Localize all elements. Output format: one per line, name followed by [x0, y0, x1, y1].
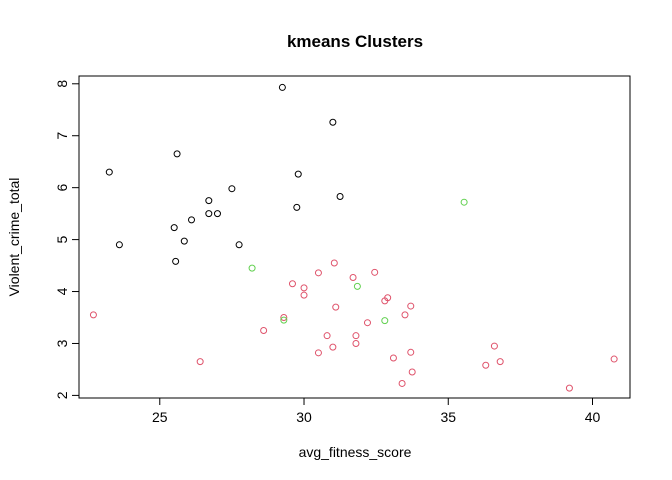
data-points	[89, 83, 618, 392]
data-point-cluster-2	[300, 284, 308, 292]
data-point-cluster-2	[260, 326, 268, 334]
data-point-cluster-1	[235, 241, 243, 249]
y-tick-label: 5	[54, 235, 70, 243]
data-point-cluster-3	[280, 316, 288, 324]
data-point-cluster-2	[407, 302, 415, 310]
data-point-cluster-2	[330, 259, 338, 267]
data-point-cluster-2	[300, 291, 308, 299]
data-point-cluster-1	[188, 216, 196, 224]
plot-box	[78, 75, 631, 399]
data-point-cluster-1	[205, 197, 213, 205]
y-tick-label: 8	[54, 80, 70, 88]
data-point-cluster-1	[278, 83, 286, 91]
data-point-cluster-2	[349, 274, 357, 282]
data-point-cluster-2	[89, 311, 97, 319]
data-point-cluster-1	[180, 237, 188, 245]
data-point-cluster-2	[314, 349, 322, 357]
data-point-cluster-2	[565, 384, 573, 392]
y-tick-label: 6	[54, 184, 70, 192]
data-point-cluster-2	[407, 348, 415, 356]
data-point-cluster-1	[205, 210, 213, 218]
data-point-cluster-2	[401, 311, 409, 319]
data-point-cluster-2	[482, 361, 490, 369]
x-axis-title: avg_fitness_score	[299, 444, 412, 460]
data-point-cluster-2	[490, 342, 498, 350]
data-point-cluster-2	[371, 268, 379, 276]
data-point-cluster-3	[353, 282, 361, 290]
y-tick-label: 3	[54, 339, 70, 347]
data-point-cluster-1	[173, 150, 181, 158]
data-point-cluster-2	[398, 379, 406, 387]
y-tick-label: 2	[54, 391, 70, 399]
data-point-cluster-1	[294, 170, 302, 178]
data-point-cluster-2	[288, 280, 296, 288]
data-point-cluster-1	[336, 192, 344, 200]
data-point-cluster-2	[384, 294, 392, 302]
data-point-cluster-2	[332, 303, 340, 311]
x-tick-label: 35	[440, 409, 456, 425]
data-point-cluster-2	[352, 339, 360, 347]
data-point-cluster-2	[610, 355, 618, 363]
data-point-cluster-1	[115, 241, 123, 249]
data-point-cluster-1	[172, 257, 180, 265]
data-point-cluster-2	[496, 358, 504, 366]
data-point-cluster-2	[196, 358, 204, 366]
x-tick-label: 40	[585, 409, 601, 425]
data-point-cluster-3	[381, 317, 389, 325]
data-point-cluster-2	[352, 332, 360, 340]
data-point-cluster-1	[329, 118, 337, 126]
data-point-cluster-1	[228, 185, 236, 193]
data-point-cluster-2	[323, 332, 331, 340]
y-tick-label: 4	[54, 287, 70, 295]
data-point-cluster-2	[280, 314, 288, 321]
data-point-cluster-1	[213, 210, 221, 218]
chart-title: kmeans Clusters	[287, 32, 423, 51]
data-point-cluster-2	[389, 354, 397, 362]
y-tick-label: 7	[54, 132, 70, 140]
x-tick-label: 30	[296, 409, 312, 425]
data-point-cluster-2	[408, 368, 416, 376]
x-tick-label: 25	[152, 409, 168, 425]
data-point-cluster-1	[170, 224, 178, 232]
y-axis-title: Violent_crime_total	[6, 178, 22, 297]
y-axis: 2 3 4 5 6 7 8	[54, 80, 80, 399]
data-point-cluster-2	[329, 343, 337, 351]
data-point-cluster-3	[248, 264, 256, 272]
data-point-cluster-1	[105, 168, 113, 176]
data-point-cluster-2	[363, 319, 371, 327]
data-point-cluster-1	[293, 203, 301, 211]
data-point-cluster-2	[314, 269, 322, 277]
x-axis: 25 30 35 40	[152, 397, 601, 425]
data-point-cluster-3	[460, 198, 468, 206]
